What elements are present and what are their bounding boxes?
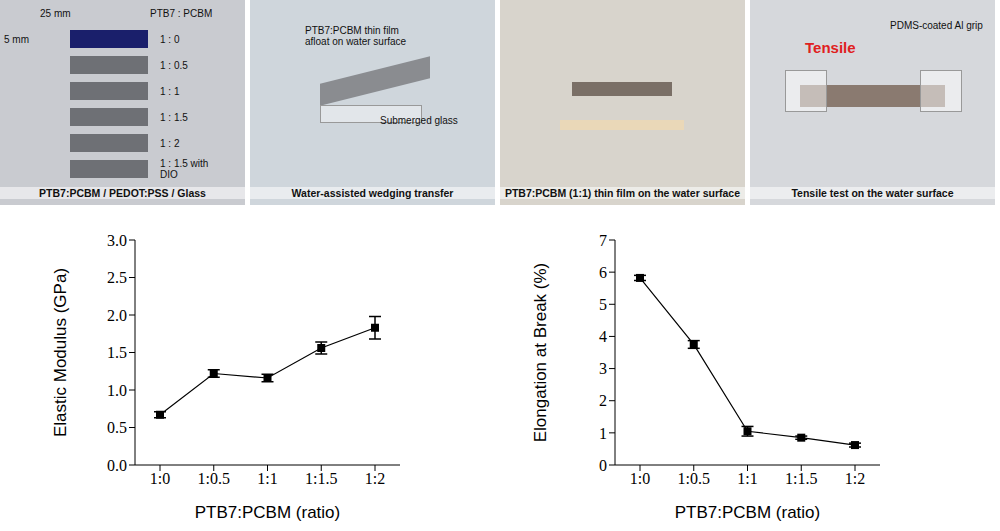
- svg-text:1:2: 1:2: [845, 470, 865, 487]
- html-text:PTB7 : PCBM: PTB7 : PCBM: [150, 8, 213, 19]
- svg-text:1.5: 1.5: [107, 344, 127, 361]
- html-text:1 : 1: 1 : 1: [160, 86, 180, 97]
- svg-text:1:0.5: 1:0.5: [198, 470, 230, 487]
- svg-text:1:0: 1:0: [630, 470, 650, 487]
- svg-text:5: 5: [599, 296, 607, 313]
- html-text:Tensile: Tensile: [805, 39, 856, 56]
- html-text:1 : 1.5 with DIO: 1 : 1.5 with DIO: [160, 158, 209, 180]
- svg-text:3: 3: [599, 360, 607, 377]
- svg-text:1:0.5: 1:0.5: [678, 470, 710, 487]
- html-text:PTB7:PCBM thin film afloat on: PTB7:PCBM thin film afloat on water surf…: [305, 25, 407, 47]
- svg-text:1:1.5: 1:1.5: [305, 470, 337, 487]
- svg-text:1.0: 1.0: [107, 382, 127, 399]
- html-text:1 : 2: 1 : 2: [160, 138, 180, 149]
- svg-text:1: 1: [599, 425, 607, 442]
- html-text:5 mm: 5 mm: [4, 34, 29, 45]
- svg-text:3.0: 3.0: [107, 232, 127, 249]
- svg-text:2.0: 2.0: [107, 307, 127, 324]
- svg-text:2.5: 2.5: [107, 269, 127, 286]
- svg-text:0: 0: [599, 457, 607, 474]
- html-text:1 : 0.5: 1 : 0.5: [160, 60, 188, 71]
- svg-text:6: 6: [599, 264, 607, 281]
- svg-text:0.0: 0.0: [107, 457, 127, 474]
- html-text:PTB7:PCBM / PEDOT:PSS / Glass: PTB7:PCBM / PEDOT:PSS / Glass: [39, 187, 206, 199]
- html-text:25 mm: 25 mm: [40, 8, 71, 19]
- svg-text:0.5: 0.5: [107, 419, 127, 436]
- svg-text:7: 7: [599, 232, 607, 249]
- svg-text:PTB7:PCBM (ratio): PTB7:PCBM (ratio): [675, 503, 820, 522]
- html-text:Tensile test on the water surf: Tensile test on the water surface: [791, 187, 954, 199]
- html-text:Water-assisted wedging transfe: Water-assisted wedging transfer: [291, 187, 454, 199]
- html-text:PTB7:PCBM (1:1) thin film on t: PTB7:PCBM (1:1) thin film on the water s…: [504, 187, 741, 199]
- html-text:Submerged glass: Submerged glass: [380, 115, 458, 126]
- svg-text:Elastic Modulus (GPa): Elastic Modulus (GPa): [51, 268, 70, 437]
- svg-text:PTB7:PCBM (ratio): PTB7:PCBM (ratio): [195, 503, 340, 522]
- svg-text:4: 4: [599, 328, 607, 345]
- svg-text:1:1: 1:1: [737, 470, 757, 487]
- svg-text:1:1: 1:1: [257, 470, 277, 487]
- html-text:1 : 1.5: 1 : 1.5: [160, 112, 188, 123]
- html-text:PDMS-coated Al grip: PDMS-coated Al grip: [890, 20, 983, 31]
- svg-text:2: 2: [599, 392, 607, 409]
- svg-text:Elongation at Break (%): Elongation at Break (%): [531, 263, 550, 443]
- svg-text:1:0: 1:0: [150, 470, 170, 487]
- svg-text:1:2: 1:2: [365, 470, 385, 487]
- html-text:1 : 0: 1 : 0: [160, 34, 180, 45]
- svg-text:1:1.5: 1:1.5: [785, 470, 817, 487]
